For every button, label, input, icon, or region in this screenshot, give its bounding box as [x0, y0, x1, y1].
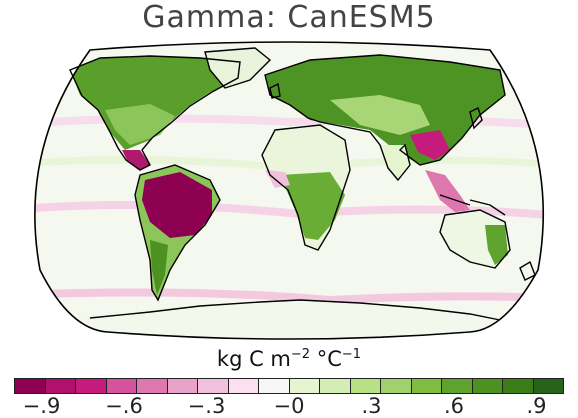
colorbar-swatch [350, 379, 381, 393]
colorbar-tick-labels: −.9 −.6 −.3 −0 .3 .6 .9 [0, 394, 578, 418]
colorbar-swatch [533, 379, 563, 393]
colorbar-tick-label: −.3 [187, 394, 226, 418]
colorbar-swatch [45, 379, 76, 393]
colorbar-swatch [503, 379, 534, 393]
colorbar-swatch [106, 379, 137, 393]
amazon-field [142, 172, 212, 238]
australia-east-field [485, 225, 508, 265]
colorbar-tick-label: .6 [443, 394, 465, 418]
central-africa-field [280, 172, 345, 240]
antarctica-field [80, 300, 500, 339]
colorbar-swatch [442, 379, 473, 393]
colorbar-tick-label: .3 [361, 394, 382, 418]
colorbar-swatch [15, 379, 46, 393]
colorbar-tick-label: .9 [526, 394, 547, 418]
map-field [34, 42, 544, 339]
colorbar-units-label: kg C m−2 °C−1 [0, 340, 578, 374]
africa-coast [261, 124, 351, 251]
japan-coast [469, 107, 483, 130]
units-exponent-1: −2 [290, 347, 311, 362]
india-field [380, 145, 410, 180]
colorbar-swatch [381, 379, 412, 393]
colorbar-swatch [411, 379, 442, 393]
colorbar-swatch [320, 379, 351, 393]
map-title: Gamma: CanESM5 [142, 0, 436, 35]
eurasia-coast [264, 54, 506, 182]
australia-coast [439, 209, 511, 269]
andes-field [150, 240, 168, 295]
units-exponent-2: −1 [341, 347, 362, 362]
colorbar-swatch [76, 379, 107, 393]
colorbar-swatch [289, 379, 320, 393]
south-china-field [410, 130, 450, 160]
colorbar-swatch [167, 379, 198, 393]
south-america-coast [134, 164, 221, 302]
indonesia-coast [439, 194, 506, 216]
colorbar-swatch [472, 379, 503, 393]
ocean-band [40, 288, 544, 304]
west-africa-field [265, 170, 290, 188]
units-middle: °C [310, 347, 342, 371]
antarctica-coast [89, 299, 501, 321]
colorbar-swatch [198, 379, 229, 393]
colorbar [14, 378, 564, 394]
north-america-field [105, 104, 175, 145]
central-america-field [122, 150, 150, 170]
units-prefix: kg C m [216, 347, 291, 371]
asia-field [330, 95, 430, 135]
colorbar-tick-label: −.6 [105, 394, 143, 418]
north-america-coast [69, 55, 241, 171]
greenland-coast [204, 47, 272, 89]
colorbar-tick-label: −0 [273, 394, 305, 418]
colorbar-tick-label: −.9 [22, 394, 61, 418]
colorbar-swatch [259, 379, 290, 393]
colorbar-swatch [137, 379, 168, 393]
greenland-field [205, 48, 270, 88]
colorbar-swatch [228, 379, 259, 393]
globe-outline [34, 41, 545, 340]
uk-coast [269, 82, 281, 99]
